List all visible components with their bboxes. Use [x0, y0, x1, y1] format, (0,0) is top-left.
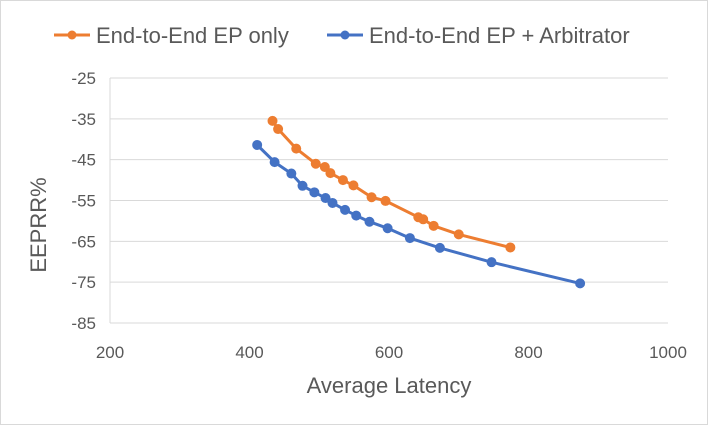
data-point: [453, 229, 464, 240]
x-tick-label: 1000: [649, 343, 687, 362]
data-point: [434, 242, 445, 253]
data-point: [366, 192, 377, 203]
y-axis-title: EEPRR%: [26, 177, 51, 272]
y-tick-label: -85: [71, 314, 96, 333]
legend-label: End-to-End EP + Arbitrator: [369, 23, 630, 48]
data-point: [428, 220, 439, 231]
series-layer: [252, 115, 586, 289]
legend-marker: [67, 30, 77, 40]
data-point: [364, 216, 375, 227]
y-tick-label: -65: [71, 232, 96, 251]
series-1: [267, 115, 516, 253]
legend-marker: [340, 30, 350, 40]
data-point: [273, 124, 284, 135]
x-tick-label: 600: [375, 343, 403, 362]
data-point: [291, 143, 302, 154]
data-point: [505, 242, 516, 253]
data-point: [320, 193, 331, 204]
legend-label: End-to-End EP only: [96, 23, 289, 48]
legend-item-2: End-to-End EP + Arbitrator: [327, 23, 630, 48]
y-tick-label: -25: [71, 69, 96, 88]
y-tick-label: -55: [71, 192, 96, 211]
data-point: [327, 197, 338, 208]
y-tick-label: -45: [71, 151, 96, 170]
data-point: [351, 210, 362, 221]
data-point: [575, 278, 586, 289]
data-point: [380, 195, 391, 206]
data-point: [286, 168, 297, 179]
data-point: [337, 175, 348, 186]
data-point: [319, 162, 330, 173]
y-tick-label: -35: [71, 110, 96, 129]
data-point: [325, 168, 336, 179]
data-point: [252, 139, 263, 150]
data-point: [269, 157, 280, 168]
data-point: [340, 204, 351, 215]
data-point: [309, 187, 320, 198]
legend: End-to-End EP only End-to-End EP + Arbitr…: [54, 23, 630, 48]
x-tick-label: 400: [235, 343, 263, 362]
axes: [109, 78, 668, 324]
data-point: [267, 115, 278, 126]
y-tick-label: -75: [71, 273, 96, 292]
data-point: [382, 223, 393, 234]
data-point: [486, 257, 497, 268]
x-tick-label: 200: [96, 343, 124, 362]
data-point: [418, 214, 429, 225]
data-point: [297, 180, 308, 191]
x-axis-title: Average Latency: [307, 373, 472, 398]
legend-item-1: End-to-End EP only: [54, 23, 289, 48]
data-point: [404, 233, 415, 244]
series-2: [252, 139, 586, 289]
x-tick-label: 800: [514, 343, 542, 362]
data-point: [348, 180, 359, 191]
data-point: [310, 158, 321, 169]
